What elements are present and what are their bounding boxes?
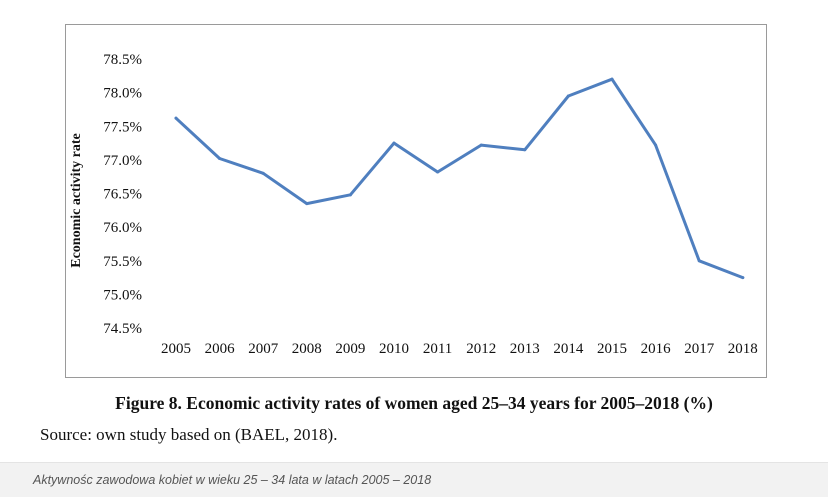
- y-tick-label: 75.0%: [103, 287, 142, 303]
- data-point: [348, 193, 352, 197]
- y-tick-label: 78.5%: [103, 52, 142, 68]
- y-tick-label: 75.5%: [103, 254, 142, 270]
- data-point: [261, 171, 265, 175]
- image-caption-bar: Aktywnośc zawodowa kobiet w wieku 25 – 3…: [0, 462, 828, 497]
- image-caption: Aktywnośc zawodowa kobiet w wieku 25 – 3…: [33, 473, 432, 487]
- x-tick-label: 2009: [335, 341, 365, 357]
- x-tick-label: 2006: [205, 341, 236, 357]
- x-tick-label: 2014: [553, 341, 584, 357]
- x-tick-label: 2005: [161, 341, 191, 357]
- data-point: [436, 170, 440, 174]
- x-tick-label: 2015: [597, 341, 627, 357]
- y-tick-label: 74.5%: [103, 321, 142, 337]
- y-tick-label: 77.0%: [103, 153, 142, 169]
- x-tick-label: 2007: [248, 341, 279, 357]
- data-point: [305, 202, 309, 206]
- x-tick-label: 2013: [510, 341, 540, 357]
- figure-caption: Figure 8. Economic activity rates of wom…: [115, 393, 713, 413]
- data-point: [654, 143, 658, 147]
- data-point: [479, 143, 483, 147]
- x-tick-label: 2008: [292, 341, 322, 357]
- y-tick-label: 76.5%: [103, 187, 142, 203]
- x-tick-label: 2018: [728, 341, 758, 357]
- data-point: [741, 276, 745, 280]
- data-point: [174, 116, 178, 120]
- data-point: [218, 157, 222, 161]
- chart-frame: Economic activity rate 74.5% 75.0% 75.5% 76.…: [65, 24, 767, 378]
- line-chart: Economic activity rate 74.5% 75.0% 75.5% 76.…: [69, 52, 758, 357]
- x-tick-label: 2016: [641, 341, 672, 357]
- source-note: Source: own study based on (BAEL, 2018).: [40, 425, 338, 444]
- data-point: [610, 77, 614, 81]
- data-point: [523, 148, 527, 152]
- y-axis-title: Economic activity rate: [69, 133, 84, 268]
- series-line: [174, 77, 745, 280]
- data-point: [566, 94, 570, 98]
- y-tick-label: 78.0%: [103, 86, 142, 102]
- y-tick-label: 76.0%: [103, 220, 142, 236]
- x-tick-label: 2011: [423, 341, 452, 357]
- x-tick-label: 2010: [379, 341, 409, 357]
- x-tick-label: 2017: [684, 341, 715, 357]
- data-point: [697, 259, 701, 263]
- data-point: [392, 141, 396, 145]
- y-tick-label: 77.5%: [103, 119, 142, 135]
- x-tick-label: 2012: [466, 341, 496, 357]
